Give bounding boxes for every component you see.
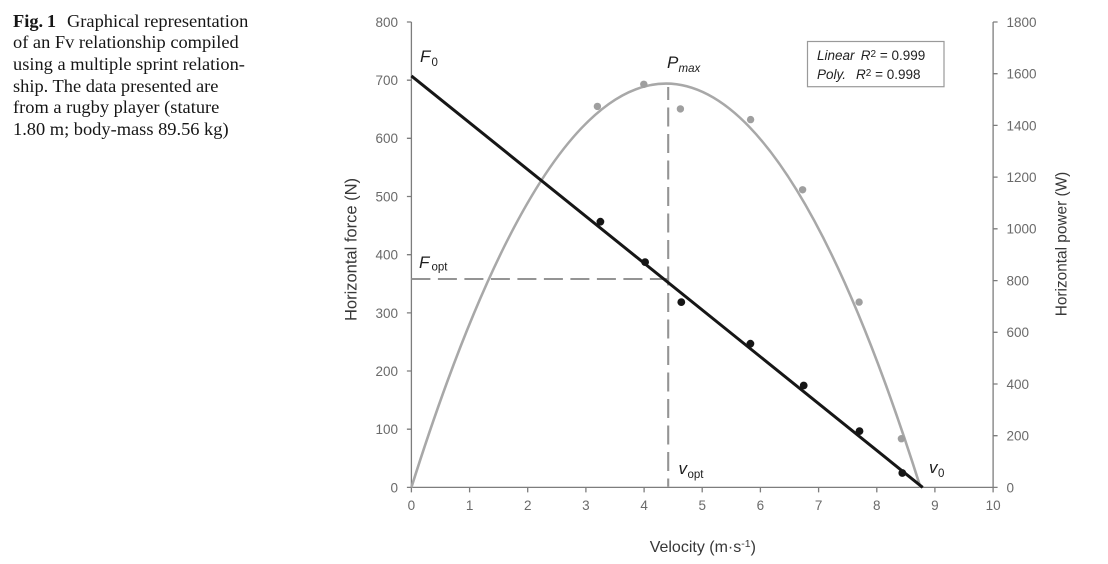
svg-text:opt: opt xyxy=(688,469,705,481)
svg-text:F: F xyxy=(420,47,432,66)
svg-text:1000: 1000 xyxy=(1007,222,1037,237)
svg-text:100: 100 xyxy=(375,422,398,437)
svg-text:600: 600 xyxy=(375,131,398,146)
svg-text:2: 2 xyxy=(524,498,532,513)
svg-text:v: v xyxy=(929,458,939,477)
svg-text:0: 0 xyxy=(938,468,944,480)
svg-text:1200: 1200 xyxy=(1007,170,1037,185)
svg-text:200: 200 xyxy=(375,364,398,379)
svg-text:7: 7 xyxy=(815,498,823,513)
svg-text:1: 1 xyxy=(466,498,474,513)
svg-text:0: 0 xyxy=(432,57,438,69)
svg-text:Poly. R2 = 0.998: Poly. R2 = 0.998 xyxy=(817,67,921,82)
svg-text:P: P xyxy=(667,53,679,72)
svg-text:1600: 1600 xyxy=(1007,67,1037,82)
svg-text:8: 8 xyxy=(873,498,881,513)
svg-text:300: 300 xyxy=(375,306,398,321)
svg-text:800: 800 xyxy=(375,15,398,30)
svg-text:0: 0 xyxy=(390,480,398,495)
svg-text:Horizontal force (N): Horizontal force (N) xyxy=(343,178,361,321)
svg-text:1400: 1400 xyxy=(1007,118,1037,133)
svg-text:500: 500 xyxy=(375,189,398,204)
svg-text:v: v xyxy=(679,459,689,478)
svg-text:5: 5 xyxy=(698,498,706,513)
svg-text:Horizontal power (W): Horizontal power (W) xyxy=(1054,172,1071,317)
svg-text:400: 400 xyxy=(375,248,398,263)
svg-text:opt: opt xyxy=(432,262,449,274)
svg-text:400: 400 xyxy=(1007,377,1030,392)
svg-text:1800: 1800 xyxy=(1007,15,1037,30)
svg-text:3: 3 xyxy=(582,498,590,513)
svg-text:200: 200 xyxy=(1007,429,1030,444)
svg-text:600: 600 xyxy=(1007,325,1030,340)
svg-text:700: 700 xyxy=(375,73,398,88)
svg-text:0: 0 xyxy=(408,498,416,513)
svg-text:4: 4 xyxy=(640,498,648,513)
svg-text:6: 6 xyxy=(757,498,765,513)
svg-text:Velocity (m·s-1): Velocity (m·s-1) xyxy=(650,538,756,556)
svg-text:10: 10 xyxy=(986,498,1001,513)
svg-text:0: 0 xyxy=(1007,480,1015,495)
svg-text:F: F xyxy=(419,253,431,272)
svg-text:max: max xyxy=(679,63,702,75)
svg-text:9: 9 xyxy=(931,498,939,513)
svg-text:Linear R2 = 0.999: Linear R2 = 0.999 xyxy=(817,48,925,63)
svg-text:800: 800 xyxy=(1007,274,1030,289)
